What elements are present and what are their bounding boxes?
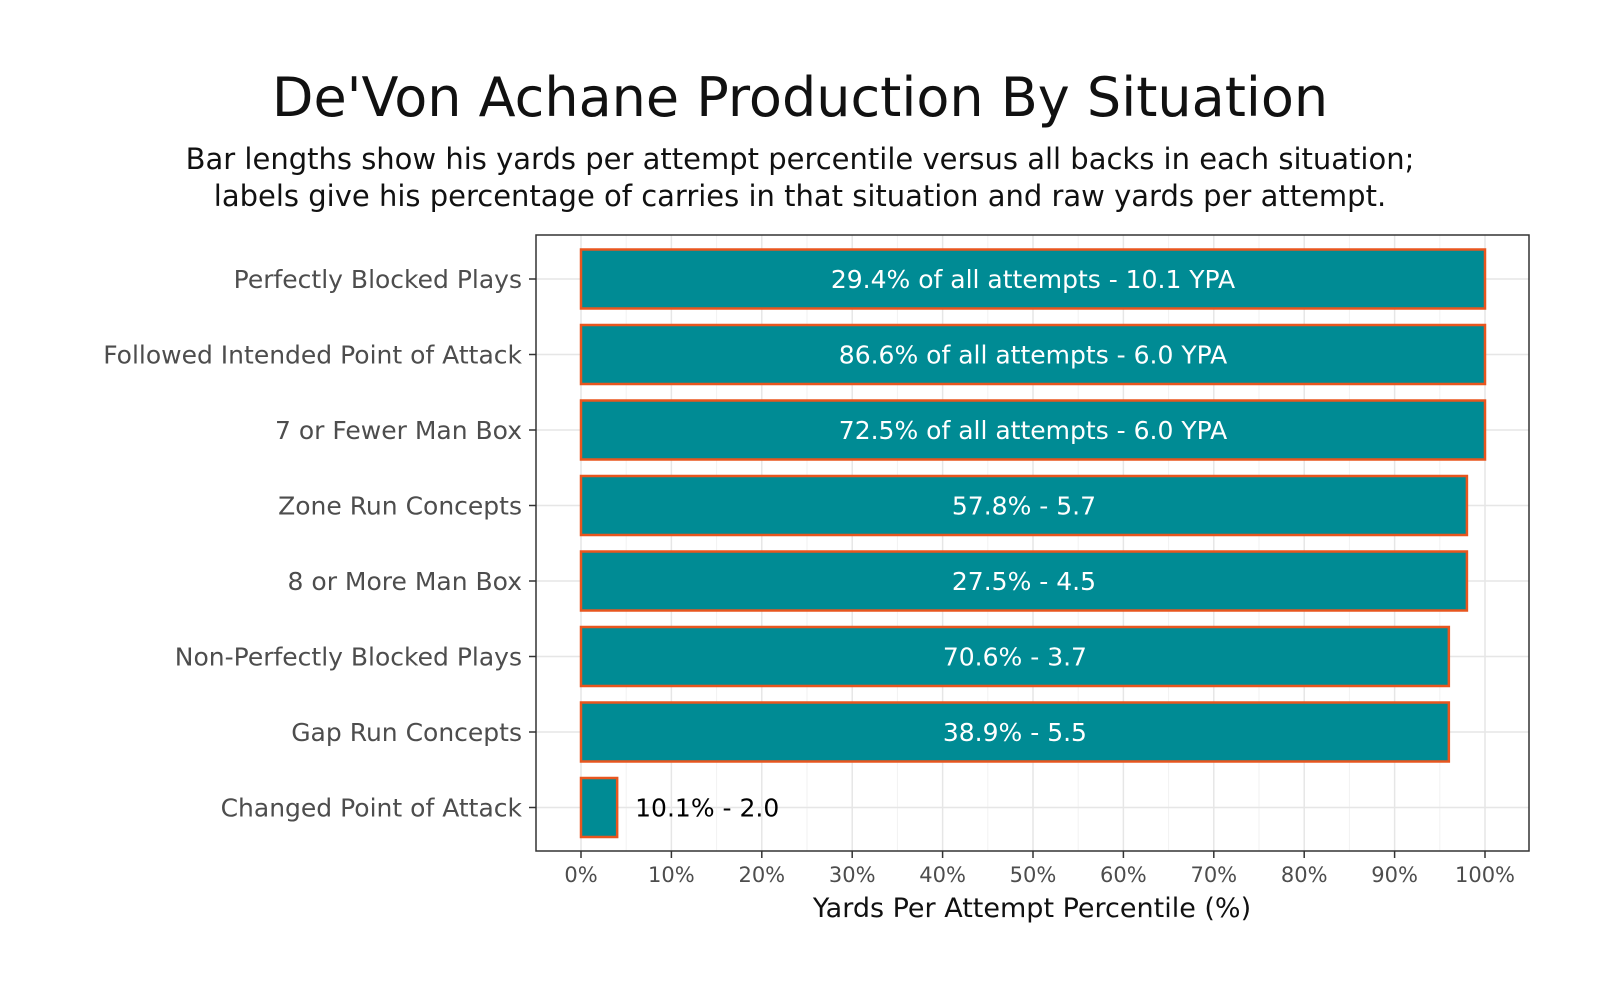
category-label: Followed Intended Point of Attack — [103, 341, 522, 370]
bar-data-label: 86.6% of all attempts - 6.0 YPA — [839, 341, 1227, 370]
chart-subtitle-line-1: Bar lengths show his yards per attempt p… — [185, 142, 1415, 176]
bar — [579, 399, 1487, 461]
bar — [579, 323, 1487, 386]
category-label: Zone Run Concepts — [278, 492, 522, 521]
bar — [579, 701, 1451, 763]
x-tick-label: 10% — [648, 863, 695, 887]
bar — [579, 474, 1469, 537]
category-labels: Perfectly Blocked Plays Followed Intended… — [103, 265, 522, 823]
bar-data-label: 70.6% - 3.7 — [943, 643, 1087, 672]
category-label: 7 or Fewer Man Box — [275, 416, 522, 445]
category-label: Gap Run Concepts — [291, 718, 522, 747]
x-tick-label: 0% — [564, 863, 597, 887]
x-tick-label: 90% — [1371, 863, 1418, 887]
x-axis-ticks: 0% 10% 20% 30% 40% 50% 60% 70% 80% 90% 100% — [529, 278, 1515, 887]
bar — [579, 248, 1487, 310]
chart-title: De'Von Achane Production By Situation — [271, 66, 1329, 129]
x-tick-label: 30% — [829, 863, 876, 887]
category-label: 8 or More Man Box — [288, 567, 522, 596]
bar-data-label: 10.1% - 2.0 — [635, 794, 779, 823]
bar — [579, 625, 1451, 688]
x-tick-label: 100% — [1455, 863, 1515, 887]
x-tick-label: 40% — [919, 863, 966, 887]
bar-data-label: 72.5% of all attempts - 6.0 YPA — [839, 416, 1227, 445]
x-axis-title: Yards Per Attempt Percentile (%) — [812, 893, 1251, 924]
x-tick-label: 50% — [1010, 863, 1057, 887]
x-tick-label: 70% — [1190, 863, 1237, 887]
x-tick-label: 20% — [738, 863, 785, 887]
bar-data-label: 57.8% - 5.7 — [952, 492, 1096, 521]
bar — [579, 776, 619, 839]
category-label: Changed Point of Attack — [221, 794, 523, 823]
bar — [579, 550, 1469, 612]
bar-data-label: 27.5% - 4.5 — [952, 567, 1096, 596]
bar-data-label: 38.9% - 5.5 — [943, 718, 1087, 747]
bar-data-label: 29.4% of all attempts - 10.1 YPA — [831, 265, 1235, 294]
x-tick-label: 80% — [1281, 863, 1328, 887]
chart-subtitle-line-2: labels give his percentage of carries in… — [213, 179, 1387, 213]
bar-layer: 29.4% of all attempts - 10.1 YPA 86.6% of… — [579, 248, 1487, 839]
x-tick-label: 60% — [1100, 863, 1147, 887]
category-label: Perfectly Blocked Plays — [234, 265, 522, 294]
category-label: Non-Perfectly Blocked Plays — [175, 643, 522, 672]
